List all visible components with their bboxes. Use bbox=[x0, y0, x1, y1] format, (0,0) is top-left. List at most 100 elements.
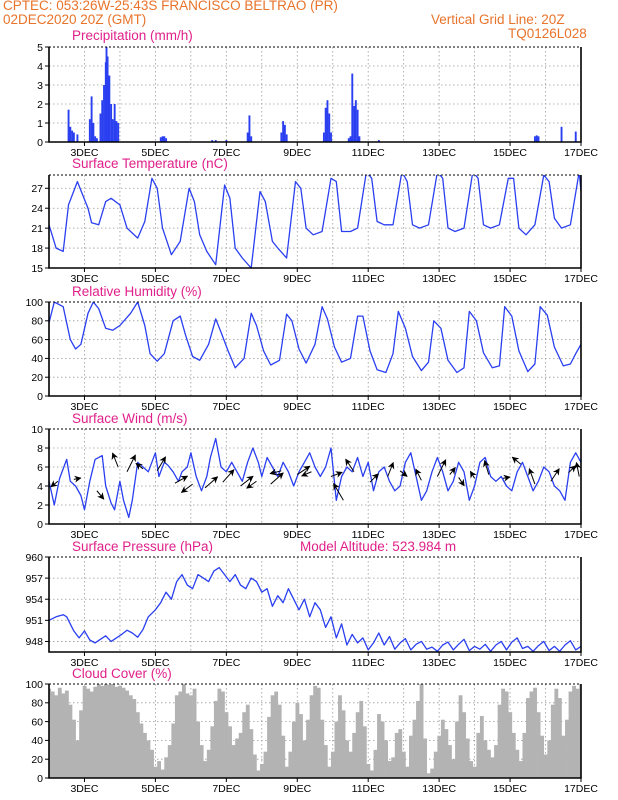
ytick-label-cloud: 80 bbox=[31, 698, 43, 710]
header-run-code: TQ0126L028 bbox=[508, 26, 587, 41]
wind-vector bbox=[96, 490, 105, 500]
wind-vector bbox=[550, 468, 560, 482]
cloud-bar bbox=[522, 732, 527, 778]
precip-bar bbox=[225, 140, 228, 142]
xtick-label-cloud: 9DEC bbox=[283, 783, 311, 795]
ytick-label-temperature: 24 bbox=[31, 203, 43, 215]
precip-bar bbox=[330, 132, 332, 142]
cloud-bar bbox=[348, 751, 353, 778]
frame-temperature bbox=[48, 175, 582, 269]
wind-vector bbox=[270, 472, 284, 485]
cloud-bar bbox=[210, 726, 215, 778]
cloud-bar bbox=[306, 719, 310, 778]
precip-bar bbox=[280, 132, 283, 142]
xtick-label-wind: 13DEC bbox=[422, 529, 456, 541]
precip-bar bbox=[282, 121, 285, 142]
cloud-bar bbox=[174, 695, 179, 778]
xtick-label-temperature: 5DEC bbox=[141, 273, 169, 285]
precip-bar bbox=[76, 134, 79, 142]
precip-bar bbox=[101, 100, 104, 142]
cloud-bar bbox=[96, 684, 101, 778]
cloud-bar bbox=[61, 693, 66, 778]
xtick-label-cloud: 5DEC bbox=[141, 783, 169, 795]
xtick-label-humidity: 5DEC bbox=[141, 401, 169, 413]
cloud-bar bbox=[291, 721, 296, 778]
cloud-bar bbox=[536, 712, 541, 778]
cloud-bar bbox=[320, 719, 325, 778]
cloud-bar bbox=[79, 710, 83, 778]
xtick-label-precip: 5DEC bbox=[141, 147, 169, 159]
cloud-bar bbox=[89, 691, 94, 778]
panel-precip: 0 1 2 3 4 5 3DEC 5DEC 7DEC 9DEC 11DEC 13DEC 15DEC 17D… bbox=[37, 28, 598, 159]
xtick-label-humidity: 13DEC bbox=[422, 401, 456, 413]
wind-vector bbox=[369, 473, 379, 483]
ytick-label-wind: 6 bbox=[37, 462, 43, 474]
wind-vector bbox=[301, 470, 312, 477]
cloud-bar bbox=[423, 738, 428, 778]
cloud-bar bbox=[313, 685, 318, 778]
precip-bar bbox=[250, 136, 253, 142]
series-line-temperature bbox=[49, 175, 581, 268]
cloud-bar bbox=[398, 729, 403, 778]
ytick-label-precip: 4 bbox=[37, 61, 43, 73]
cloud-bar bbox=[501, 688, 506, 778]
frame-precip bbox=[48, 47, 582, 143]
ytick-label-pressure: 957 bbox=[25, 573, 43, 585]
wind-vector bbox=[387, 461, 395, 477]
cloud-bar bbox=[121, 687, 126, 778]
cloud-bar bbox=[579, 684, 581, 778]
xtick-label-temperature: 13DEC bbox=[422, 273, 456, 285]
cloud-bar bbox=[153, 766, 158, 778]
wind-vector bbox=[180, 483, 193, 493]
ytick-label-temperature: 15 bbox=[31, 263, 43, 275]
precip-bar bbox=[95, 138, 98, 142]
header-datetime: 02DEC2020 20Z (GMT) bbox=[3, 12, 147, 27]
precip-bar bbox=[161, 136, 164, 142]
precip-bar bbox=[326, 100, 329, 142]
wind-vector bbox=[50, 480, 59, 488]
cloud-bar bbox=[139, 723, 144, 778]
xtick-label-pressure: 13DEC bbox=[422, 657, 456, 669]
ytick-label-temperature: 27 bbox=[31, 183, 43, 195]
plot-area-humidity bbox=[49, 302, 581, 374]
cloud-bar bbox=[199, 745, 204, 778]
xtick-label-humidity: 15DEC bbox=[493, 401, 527, 413]
precip-bar bbox=[283, 124, 286, 142]
cloud-bar bbox=[533, 687, 537, 778]
ytick-label-wind: 8 bbox=[37, 443, 43, 455]
cloud-bar bbox=[302, 740, 307, 778]
precip-bar bbox=[103, 85, 105, 142]
cloud-bar bbox=[50, 691, 55, 778]
panel-title-wind: Surface Wind (m/s) bbox=[72, 411, 188, 426]
wind-vector bbox=[415, 468, 422, 481]
precip-bar bbox=[69, 126, 72, 142]
panel-title-temperature: Surface Temperature (nC) bbox=[72, 156, 228, 171]
xtick-label-wind: 5DEC bbox=[141, 529, 169, 541]
cloud-bar bbox=[391, 757, 396, 778]
precip-bar bbox=[88, 119, 91, 142]
cloud-bar bbox=[242, 712, 247, 778]
cloud-bar bbox=[526, 698, 530, 778]
cloud-bar bbox=[451, 759, 456, 778]
cloud-bar bbox=[462, 712, 467, 778]
xtick-label-cloud: 11DEC bbox=[352, 783, 385, 795]
cloud-bar bbox=[565, 719, 569, 778]
cloud-bar bbox=[54, 695, 59, 778]
cloud-bar bbox=[270, 695, 275, 778]
cloud-bar bbox=[203, 761, 208, 778]
precip-bar bbox=[285, 134, 288, 142]
ytick-label-cloud: 60 bbox=[31, 716, 43, 728]
wind-vector bbox=[483, 459, 490, 475]
precip-bar bbox=[163, 136, 166, 142]
header-station: CPTEC: 053:26W-25:43S FRANCISCO BELTRAO … bbox=[3, 0, 338, 13]
cloud-bar bbox=[572, 685, 576, 778]
cloud-bar bbox=[157, 761, 162, 778]
panel-title-cloud: Cloud Cover (%) bbox=[72, 666, 172, 681]
precip-bar bbox=[111, 119, 114, 142]
cloud-bar bbox=[249, 729, 254, 778]
cloud-bar bbox=[263, 751, 268, 778]
cloud-bar bbox=[394, 732, 399, 778]
cloud-bar bbox=[171, 723, 176, 778]
cloud-bar bbox=[330, 751, 335, 778]
xtick-label-temperature: 9DEC bbox=[283, 273, 311, 285]
